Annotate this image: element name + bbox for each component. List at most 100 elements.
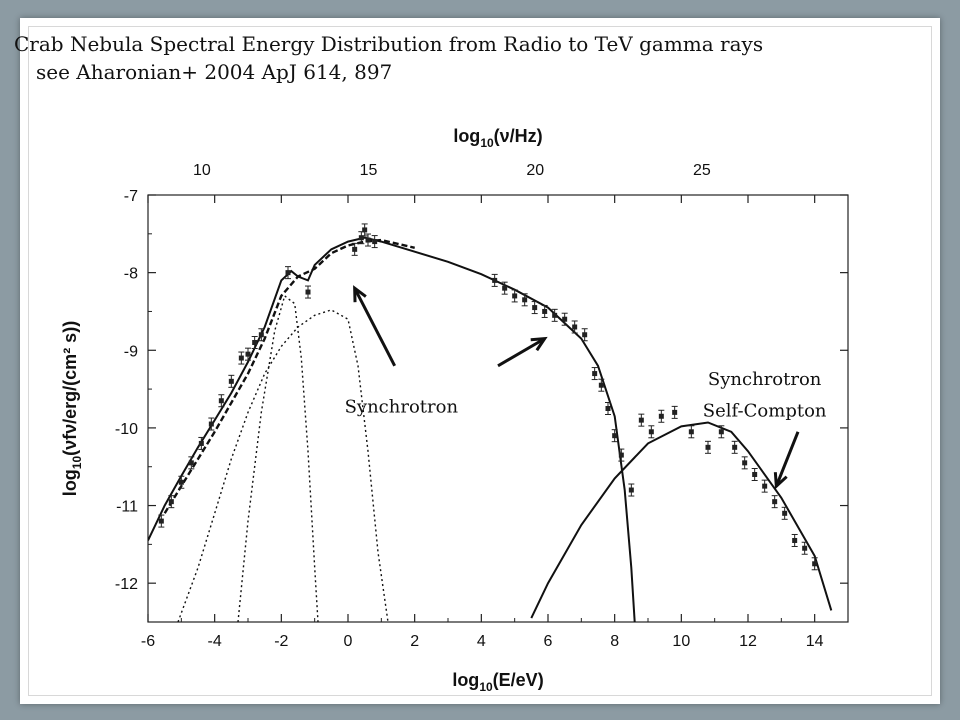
model-curve-dotted — [237, 294, 319, 622]
y-tick-label: -11 — [116, 499, 138, 516]
data-point — [188, 456, 195, 470]
ssc-arrow — [773, 431, 800, 490]
x-tick-label: 14 — [806, 633, 824, 650]
data-point — [305, 285, 311, 299]
data-point — [591, 367, 598, 381]
model-curve-solid — [148, 236, 636, 622]
data-point — [521, 293, 528, 307]
data-point — [501, 281, 508, 295]
data-point — [238, 351, 245, 365]
data-point — [628, 483, 635, 497]
slide — [20, 18, 940, 704]
data-points — [158, 223, 818, 571]
x-tick-label: 6 — [544, 633, 553, 650]
y-tick-label: -12 — [115, 576, 138, 593]
data-point — [245, 347, 251, 361]
data-point — [605, 402, 611, 415]
y-axis-title: log10(νfν/erg/(cm² s)) — [60, 321, 84, 496]
data-point — [598, 378, 605, 392]
chart-frame — [147, 194, 849, 623]
data-point — [671, 405, 678, 419]
data-point — [688, 425, 695, 439]
data-point — [168, 495, 175, 509]
data-point — [258, 328, 265, 342]
model-curves — [148, 236, 833, 622]
plot-frame — [147, 194, 849, 623]
data-point — [781, 506, 788, 520]
x-tick-label: -4 — [208, 633, 222, 650]
data-point — [251, 336, 258, 350]
data-point — [531, 301, 538, 315]
data-point — [351, 242, 358, 256]
data-point — [791, 533, 798, 547]
model-curve-solid — [530, 421, 833, 619]
annotation-label: Synchrotron — [708, 369, 822, 390]
data-point — [365, 233, 371, 247]
data-point — [571, 320, 578, 334]
x-tick-label: -2 — [274, 633, 288, 650]
data-point — [731, 440, 738, 454]
data-point — [541, 304, 548, 318]
model-curve-dashed — [163, 238, 415, 514]
model-curve-dotted — [177, 309, 389, 622]
data-point — [218, 394, 225, 408]
axis-titles: log10(E/eV) log10(ν/Hz) log10(νfν/erg/(cm²… — [60, 126, 544, 694]
data-point — [511, 289, 518, 303]
y-tick-label: -9 — [124, 343, 138, 360]
annotation-label: Synchrotron — [345, 396, 459, 417]
annotation-arrows — [353, 285, 800, 490]
data-point — [705, 440, 711, 454]
data-point — [178, 475, 185, 489]
data-point — [611, 429, 618, 443]
x-tick-label: 8 — [610, 633, 619, 650]
data-point — [551, 308, 558, 322]
data-point — [371, 235, 378, 249]
tick-labels: -6 -4 -2 0 2 4 6 8 10 12 14 -12 -11 -10 -9 -8 -7 10 15 20 25 — [115, 162, 824, 650]
data-point — [638, 413, 645, 427]
x-axis-title: log10(E/eV) — [452, 670, 543, 694]
title-line-2: see Aharonian+ 2004 ApJ 614, 897 — [36, 60, 393, 84]
data-point — [658, 409, 665, 423]
x-tick-label: -6 — [141, 633, 155, 650]
data-point — [751, 467, 758, 481]
data-point — [718, 425, 725, 439]
data-point — [228, 374, 235, 388]
data-point — [491, 273, 498, 287]
slide-title: Crab Nebula Spectral Energy Distribution… — [14, 30, 763, 86]
data-point — [561, 312, 568, 326]
data-point — [158, 514, 165, 528]
data-point — [198, 436, 205, 450]
annotations: Synchrotron Synchrotron Self-Compton — [345, 369, 827, 421]
y-tick-label: -8 — [124, 266, 138, 283]
y-tick-label: -10 — [115, 421, 138, 438]
data-point — [741, 456, 748, 470]
x-tick-label: 12 — [739, 633, 757, 650]
data-point — [285, 266, 291, 280]
x2-tick-label: 15 — [360, 162, 378, 179]
x2-tick-label: 20 — [526, 162, 544, 179]
x-tick-label: 4 — [477, 633, 486, 650]
x2-tick-label: 10 — [193, 162, 211, 179]
title-line-1: Crab Nebula Spectral Energy Distribution… — [14, 32, 764, 56]
x2-tick-label: 25 — [693, 162, 711, 179]
x2-axis-title: log10(ν/Hz) — [453, 126, 542, 150]
x-tick-label: 2 — [410, 633, 419, 650]
data-point — [771, 495, 778, 509]
data-point — [361, 223, 368, 237]
annotation-label: Self-Compton — [703, 400, 827, 421]
axis-ticks — [147, 194, 849, 623]
data-point — [811, 557, 818, 571]
data-point — [358, 231, 365, 245]
synchrotron-arrow-1 — [353, 285, 397, 367]
data-point — [761, 479, 768, 493]
data-point — [618, 448, 625, 462]
data-point — [648, 425, 655, 439]
x-tick-label: 0 — [344, 633, 353, 650]
data-point — [208, 417, 215, 431]
data-point — [801, 541, 808, 555]
y-tick-label: -7 — [124, 188, 138, 205]
synchrotron-arrow-2 — [497, 336, 548, 368]
data-point — [581, 328, 588, 342]
x-tick-label: 10 — [672, 633, 690, 650]
